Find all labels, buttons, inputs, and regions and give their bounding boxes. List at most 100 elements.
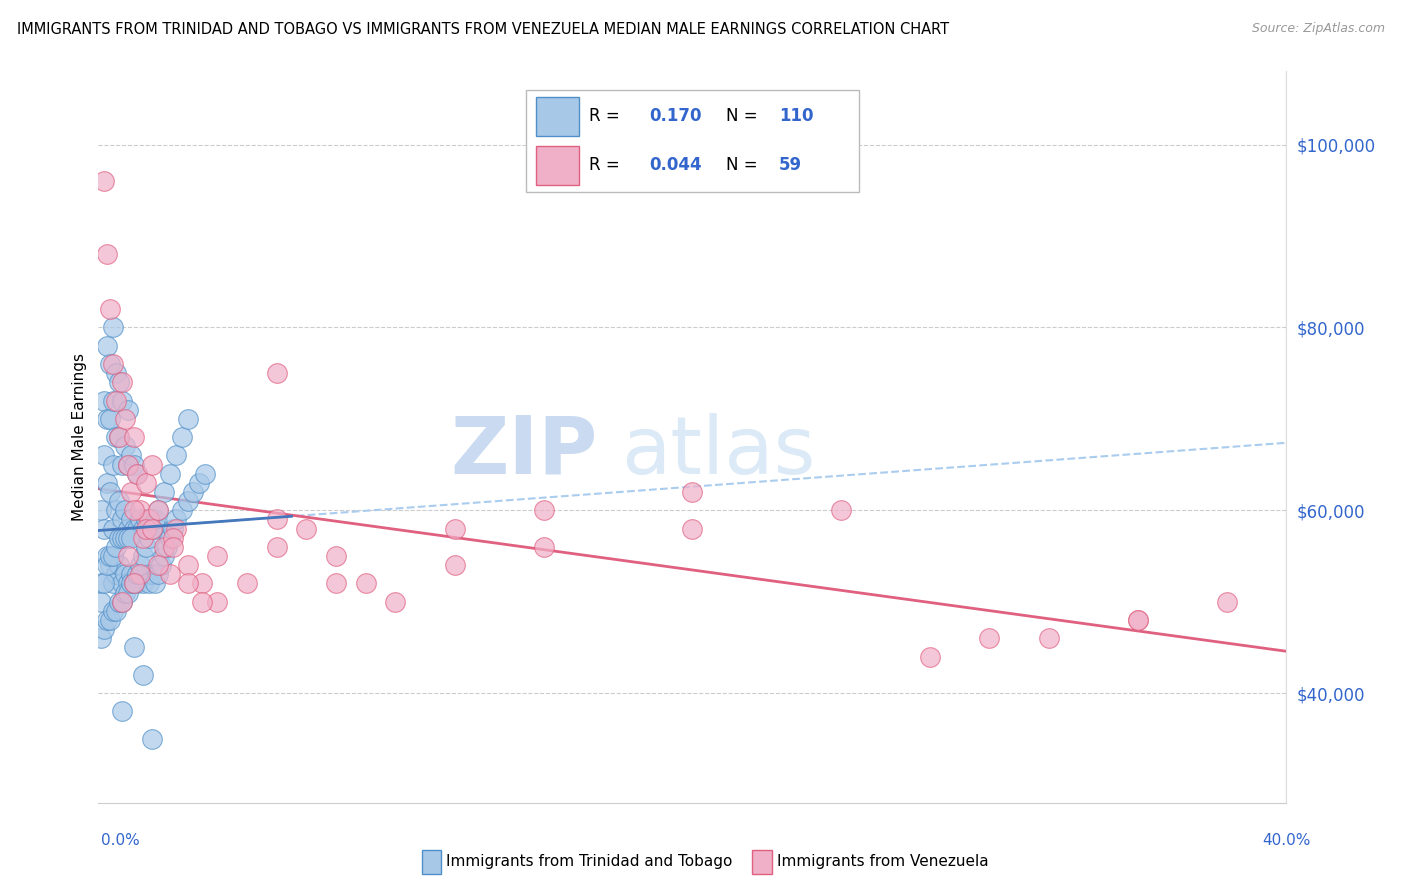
Text: atlas: atlas — [621, 413, 815, 491]
Point — [120, 531, 142, 545]
Point — [93, 576, 115, 591]
Text: 40.0%: 40.0% — [1263, 833, 1310, 847]
Point — [111, 704, 134, 718]
Point — [125, 576, 148, 591]
Point — [103, 393, 125, 408]
Point — [920, 649, 942, 664]
Point — [108, 375, 131, 389]
Point — [170, 503, 193, 517]
Point — [135, 521, 157, 535]
Point — [108, 531, 131, 545]
Point — [165, 521, 187, 535]
Point — [132, 531, 155, 545]
Point — [132, 576, 155, 591]
Point — [141, 731, 163, 746]
Point — [165, 512, 187, 526]
Point — [152, 484, 174, 499]
Point — [125, 467, 148, 481]
Point — [122, 521, 145, 535]
Point — [533, 503, 555, 517]
Point — [114, 411, 136, 425]
Point — [236, 576, 259, 591]
Point — [98, 484, 121, 499]
Point — [132, 521, 155, 535]
Point — [1126, 613, 1149, 627]
Point — [105, 604, 128, 618]
Point — [533, 540, 555, 554]
Point — [183, 484, 205, 499]
Point — [103, 357, 125, 371]
Point — [90, 631, 112, 645]
Point — [120, 576, 142, 591]
Point — [122, 640, 145, 655]
Point — [93, 448, 115, 462]
Point — [138, 512, 160, 526]
Point — [93, 521, 115, 535]
Point — [170, 430, 193, 444]
Point — [295, 521, 318, 535]
Point — [108, 558, 131, 573]
Point — [117, 531, 139, 545]
Point — [138, 531, 160, 545]
Point — [129, 567, 152, 582]
Point — [105, 540, 128, 554]
Point — [93, 393, 115, 408]
Point — [125, 467, 148, 481]
Point — [191, 576, 214, 591]
Point — [98, 357, 121, 371]
Point — [120, 484, 142, 499]
Point — [159, 467, 181, 481]
Point — [108, 594, 131, 608]
Point — [96, 247, 118, 261]
Point — [141, 521, 163, 535]
Point — [146, 503, 169, 517]
Point — [111, 531, 134, 545]
Point — [135, 540, 157, 554]
Point — [117, 549, 139, 563]
Point — [114, 439, 136, 453]
Point — [325, 549, 347, 563]
Point — [103, 604, 125, 618]
Point — [266, 366, 288, 380]
Point — [135, 512, 157, 526]
Point — [159, 531, 181, 545]
Point — [98, 301, 121, 317]
Point — [141, 567, 163, 582]
Point — [354, 576, 377, 591]
Point — [146, 521, 169, 535]
Point — [443, 558, 465, 573]
Point — [108, 430, 131, 444]
Point — [93, 622, 115, 636]
Point — [325, 576, 347, 591]
Point — [141, 512, 163, 526]
Point — [122, 576, 145, 591]
Point — [125, 567, 148, 582]
Text: ZIP: ZIP — [450, 413, 598, 491]
Point — [117, 585, 139, 599]
Point — [111, 375, 134, 389]
Point — [1216, 594, 1239, 608]
Point — [141, 458, 163, 472]
Point — [96, 475, 118, 490]
Point — [1038, 631, 1060, 645]
Point — [159, 567, 181, 582]
Point — [114, 503, 136, 517]
Point — [143, 512, 166, 526]
Point — [105, 366, 128, 380]
Text: Source: ZipAtlas.com: Source: ZipAtlas.com — [1251, 22, 1385, 36]
Point — [135, 475, 157, 490]
Y-axis label: Median Male Earnings: Median Male Earnings — [72, 353, 87, 521]
Point — [122, 576, 145, 591]
Point — [114, 585, 136, 599]
Point — [98, 558, 121, 573]
Point — [176, 558, 198, 573]
Point — [132, 667, 155, 681]
Point — [103, 576, 125, 591]
Point — [111, 576, 134, 591]
Point — [103, 549, 125, 563]
Point — [103, 521, 125, 535]
Bar — [422, 850, 441, 873]
Point — [830, 503, 852, 517]
Point — [93, 174, 115, 188]
Point — [105, 503, 128, 517]
